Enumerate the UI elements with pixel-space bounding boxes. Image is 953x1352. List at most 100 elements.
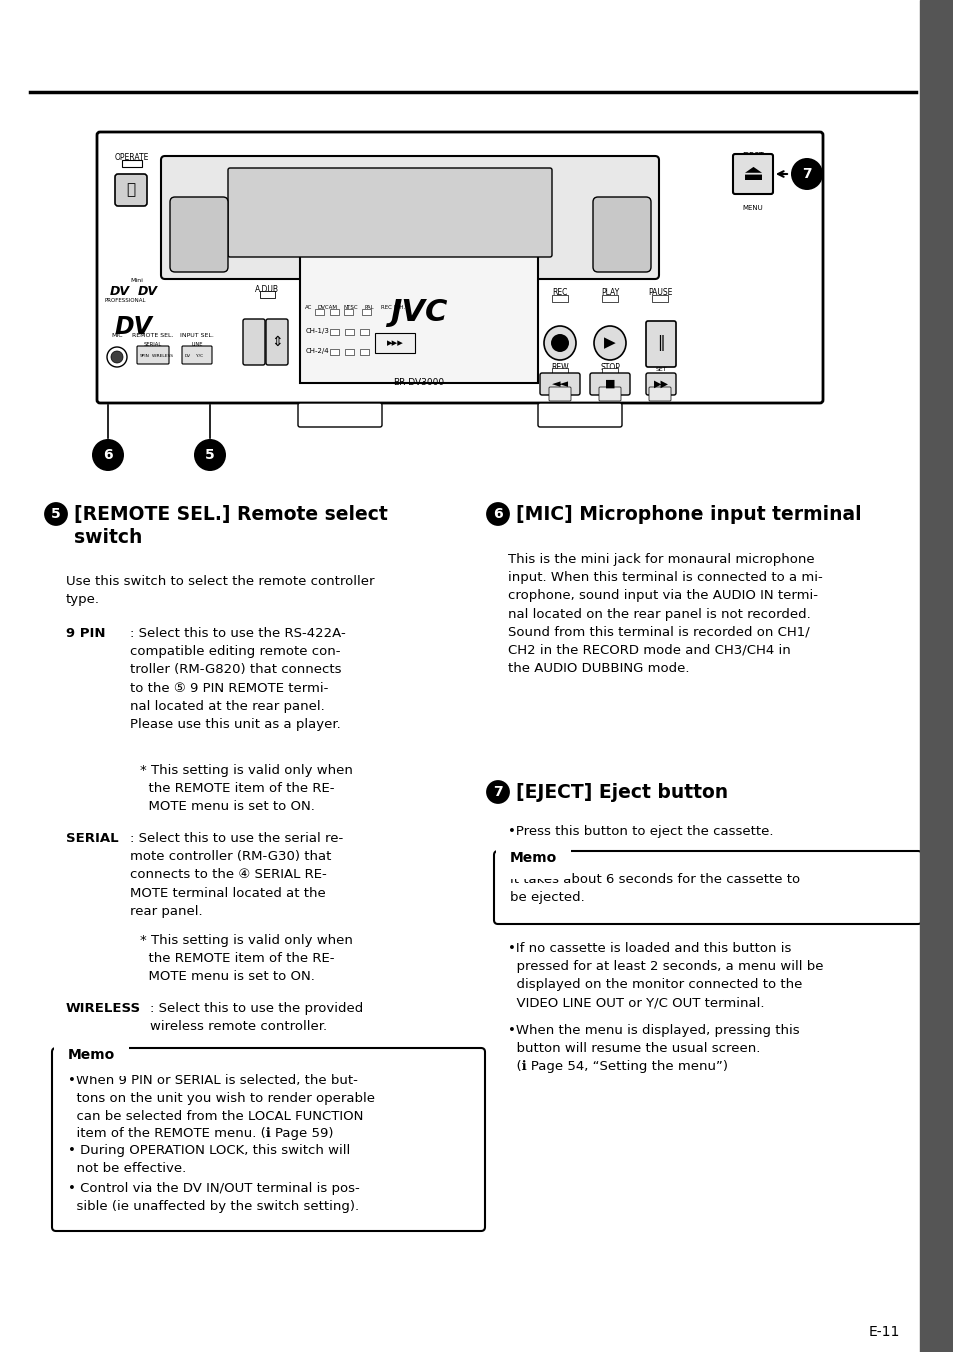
Text: FF: FF <box>657 375 664 380</box>
Text: •When the menu is displayed, pressing this
  button will resume the usual screen: •When the menu is displayed, pressing th… <box>507 1023 799 1073</box>
Text: •If no cassette is loaded and this button is
  pressed for at least 2 seconds, a: •If no cassette is loaded and this butto… <box>507 942 822 1010</box>
Text: Y/C: Y/C <box>195 354 203 358</box>
Text: : Select this to use the provided
wireless remote controller.: : Select this to use the provided wirele… <box>150 1002 363 1033</box>
Bar <box>601 368 618 375</box>
Text: Memo: Memo <box>68 1048 115 1063</box>
Text: 7: 7 <box>493 786 502 799</box>
Bar <box>260 291 274 297</box>
Text: PAUSE: PAUSE <box>647 288 672 297</box>
Text: PROFESSIONAL: PROFESSIONAL <box>105 297 147 303</box>
Bar <box>345 349 354 356</box>
FancyBboxPatch shape <box>170 197 228 272</box>
FancyBboxPatch shape <box>732 154 772 193</box>
Text: DVCAM: DVCAM <box>317 306 337 310</box>
FancyBboxPatch shape <box>548 387 571 402</box>
Text: BR-DV3000: BR-DV3000 <box>393 379 444 387</box>
Text: ⇕: ⇕ <box>271 335 282 349</box>
Text: PLAY: PLAY <box>600 288 618 297</box>
Bar <box>359 329 369 335</box>
FancyBboxPatch shape <box>266 319 288 365</box>
FancyBboxPatch shape <box>297 403 381 427</box>
FancyBboxPatch shape <box>52 1048 484 1232</box>
Text: * This setting is valid only when
  the REMOTE item of the RE-
  MOTE menu is se: * This setting is valid only when the RE… <box>140 764 353 814</box>
Text: WIRELESS: WIRELESS <box>66 1002 141 1015</box>
Text: NTSC: NTSC <box>344 306 358 310</box>
Text: Memo: Memo <box>510 850 557 865</box>
Bar <box>122 160 142 168</box>
Text: AC: AC <box>305 306 312 310</box>
FancyBboxPatch shape <box>645 320 676 366</box>
FancyBboxPatch shape <box>115 174 147 206</box>
Text: It takes about 6 seconds for the cassette to
be ejected.: It takes about 6 seconds for the cassett… <box>510 873 800 904</box>
Text: 9PIN: 9PIN <box>140 354 150 358</box>
FancyBboxPatch shape <box>161 155 659 279</box>
Text: DV: DV <box>185 354 191 358</box>
FancyBboxPatch shape <box>539 373 579 395</box>
Text: ◄◄: ◄◄ <box>551 379 568 389</box>
Text: CH-1/3: CH-1/3 <box>306 329 330 334</box>
Bar <box>375 333 415 353</box>
Text: REW: REW <box>551 362 568 372</box>
FancyBboxPatch shape <box>243 319 265 365</box>
Bar <box>314 310 324 315</box>
Text: INPUT SEL.: INPUT SEL. <box>180 333 213 338</box>
Circle shape <box>107 347 127 366</box>
Text: ⏻: ⏻ <box>127 183 135 197</box>
Text: REC INH.: REC INH. <box>380 306 405 310</box>
Text: 5: 5 <box>205 448 214 462</box>
Text: EJECT: EJECT <box>741 151 763 161</box>
Text: A.DUB: A.DUB <box>254 285 278 293</box>
Bar <box>299 173 537 383</box>
Ellipse shape <box>543 326 576 360</box>
Circle shape <box>790 158 822 191</box>
Text: E-11: E-11 <box>868 1325 899 1338</box>
Text: DV: DV <box>115 315 152 339</box>
Bar <box>919 0 953 1352</box>
Text: MIC: MIC <box>112 333 123 338</box>
Text: 6: 6 <box>493 507 502 521</box>
Bar <box>345 329 354 335</box>
Bar <box>330 329 338 335</box>
Text: ■: ■ <box>604 379 615 389</box>
FancyBboxPatch shape <box>97 132 822 403</box>
Text: 7: 7 <box>801 168 811 181</box>
Circle shape <box>486 502 509 526</box>
Text: JVC: JVC <box>390 297 447 327</box>
FancyBboxPatch shape <box>593 197 650 272</box>
Bar <box>330 349 338 356</box>
Text: : Select this to use the RS-422A-
compatible editing remote con-
troller (RM-G82: : Select this to use the RS-422A- compat… <box>130 627 345 731</box>
Text: DV: DV <box>110 285 130 297</box>
Text: PAL: PAL <box>365 306 375 310</box>
Text: [MIC] Microphone input terminal: [MIC] Microphone input terminal <box>516 506 861 525</box>
FancyBboxPatch shape <box>137 346 169 364</box>
Text: • Control via the DV IN/OUT terminal is pos-
  sible (ie unaffected by the switc: • Control via the DV IN/OUT terminal is … <box>68 1182 359 1213</box>
Text: Use this switch to select the remote controller
type.: Use this switch to select the remote con… <box>66 575 375 606</box>
Ellipse shape <box>594 326 625 360</box>
Bar <box>552 295 567 301</box>
Text: • During OPERATION LOCK, this switch will
  not be effective.: • During OPERATION LOCK, this switch wil… <box>68 1144 350 1175</box>
FancyBboxPatch shape <box>537 403 621 427</box>
Circle shape <box>486 780 509 804</box>
FancyBboxPatch shape <box>648 387 670 402</box>
Text: SERIAL: SERIAL <box>144 342 162 347</box>
Text: OPERATE: OPERATE <box>114 153 149 162</box>
Text: STOP: STOP <box>599 362 619 372</box>
Text: 5: 5 <box>51 507 61 521</box>
Circle shape <box>551 334 568 352</box>
Text: MENU: MENU <box>741 206 762 211</box>
Text: ▸▸▸: ▸▸▸ <box>386 338 403 347</box>
Text: [EJECT] Eject button: [EJECT] Eject button <box>516 783 727 802</box>
Text: REMOTE SEL.: REMOTE SEL. <box>132 333 173 338</box>
Text: WIRELESS: WIRELESS <box>152 354 173 358</box>
Text: [REMOTE SEL.] Remote select
switch: [REMOTE SEL.] Remote select switch <box>74 506 387 546</box>
Bar <box>359 349 369 356</box>
Text: ⏏: ⏏ <box>741 164 762 184</box>
Text: * This setting is valid only when
  the REMOTE item of the RE-
  MOTE menu is se: * This setting is valid only when the RE… <box>140 934 353 983</box>
Text: •When 9 PIN or SERIAL is selected, the but-
  tons on the unit you wish to rende: •When 9 PIN or SERIAL is selected, the b… <box>68 1073 375 1140</box>
Text: Mini: Mini <box>130 279 143 283</box>
FancyBboxPatch shape <box>182 346 212 364</box>
Circle shape <box>44 502 68 526</box>
Circle shape <box>111 352 123 362</box>
Text: : Select this to use the serial re-
mote controller (RM-G30) that
connects to th: : Select this to use the serial re- mote… <box>130 831 343 918</box>
Text: REC: REC <box>552 288 567 297</box>
